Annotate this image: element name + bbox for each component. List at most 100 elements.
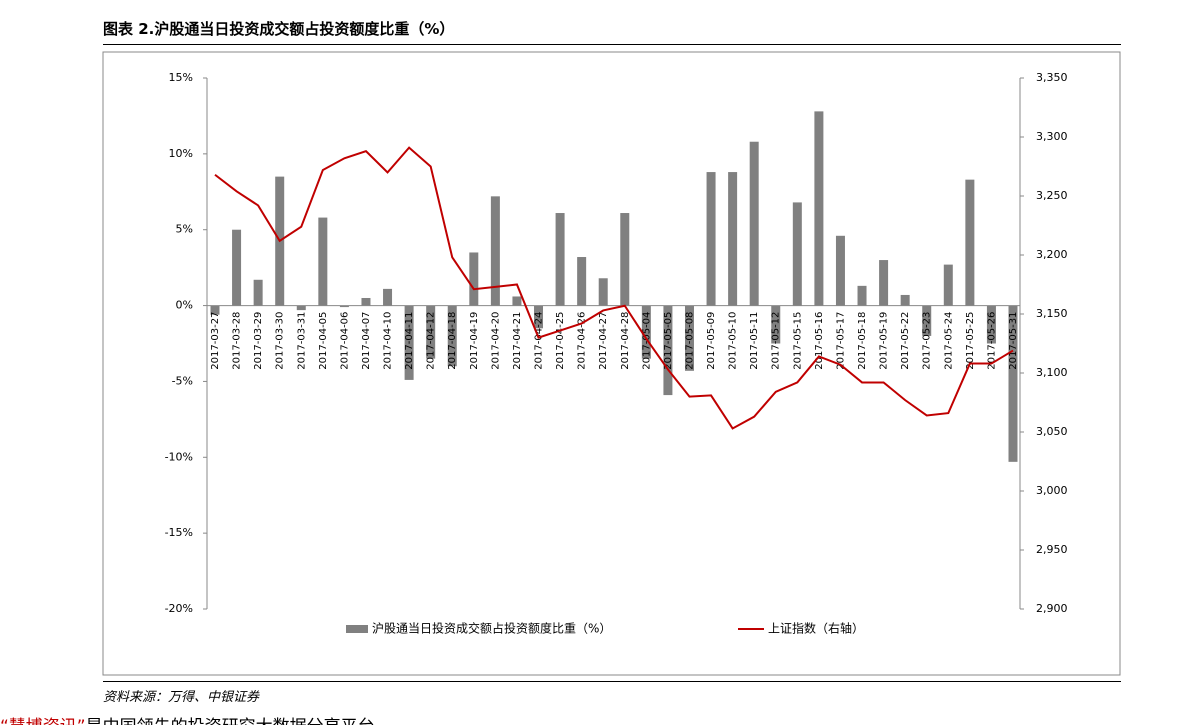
- bar: [641, 305, 651, 359]
- bar: [986, 305, 996, 344]
- y-tick-label: -10%: [165, 450, 193, 463]
- bar: [814, 111, 824, 306]
- x-tick-label: 2017-03-28: [232, 312, 243, 370]
- bar: [210, 305, 220, 315]
- bar: [728, 172, 738, 306]
- x-tick-label: 2017-05-18: [857, 312, 868, 370]
- chart-frame: [102, 51, 1121, 676]
- x-tick-label: 2017-03-31: [296, 312, 307, 370]
- bar: [469, 252, 479, 306]
- bar: [361, 297, 371, 306]
- bar: [490, 196, 500, 306]
- bar: [577, 257, 587, 306]
- bar: [922, 305, 932, 336]
- y2-tick-label: 3,150: [1036, 307, 1068, 320]
- bar: [620, 213, 630, 306]
- bar: [663, 305, 673, 396]
- x-tick-label: 2017-04-26: [577, 312, 588, 370]
- line: [214, 146, 1014, 430]
- x-tick-label: 2017-05-25: [965, 312, 976, 370]
- y-tick-label: 0%: [176, 299, 193, 312]
- y-tick-label: 10%: [169, 147, 193, 160]
- bar: [857, 285, 867, 306]
- bar: [943, 264, 953, 306]
- x-tick-label: 2017-05-12: [771, 312, 782, 370]
- bar: [512, 296, 522, 306]
- x-tick-label: 2017-04-06: [339, 312, 350, 370]
- legend-label: 上证指数（右轴）: [768, 621, 864, 636]
- legend-label: 沪股通当日投资成交额占投资额度比重（%）: [372, 621, 611, 636]
- bar: [792, 202, 802, 306]
- x-tick-label: 2017-04-24: [534, 312, 545, 370]
- x-tick-label: 2017-05-10: [728, 312, 739, 370]
- y2-tick-label: 2,900: [1036, 602, 1068, 615]
- bar: [534, 305, 544, 329]
- x-tick-label: 2017-05-17: [835, 312, 846, 370]
- brand: “慧博资讯”: [0, 717, 86, 725]
- note-text: 是中国领先的投资研究大数据分享平台: [86, 717, 375, 725]
- x-tick-label: 2017-05-26: [986, 312, 997, 370]
- x-tick-label: 2017-05-08: [684, 312, 695, 370]
- y2-tick-label: 3,300: [1036, 130, 1068, 143]
- bar: [965, 179, 975, 306]
- y-tick-label: -5%: [172, 374, 193, 387]
- rule: [103, 44, 1121, 45]
- source: 资料来源：万得、中银证券: [103, 690, 260, 705]
- y2-tick-label: 3,050: [1036, 425, 1068, 438]
- bar: [318, 217, 328, 306]
- x-tick-label: 2017-04-20: [490, 312, 501, 370]
- x-tick-label: 2017-03-29: [253, 312, 264, 370]
- x-tick-label: 2017-04-07: [361, 312, 372, 370]
- x-tick-label: 2017-05-23: [922, 312, 933, 370]
- bar: [555, 213, 565, 306]
- y-tick-label: 5%: [176, 223, 193, 236]
- x-tick-label: 2017-05-22: [900, 312, 911, 370]
- bar: [383, 288, 393, 306]
- bar: [296, 305, 306, 311]
- x-tick-label: 2017-05-31: [1008, 312, 1019, 370]
- y2-tick-label: 3,200: [1036, 248, 1068, 261]
- x-tick-label: 2017-04-10: [383, 312, 394, 370]
- x-tick-label: 2017-05-09: [706, 312, 717, 370]
- x-tick-label: 2017-05-19: [879, 312, 890, 370]
- bar: [404, 305, 414, 380]
- y2-tick-label: 3,350: [1036, 71, 1068, 84]
- rule: [103, 681, 1121, 682]
- x-tick-label: 2017-05-24: [943, 312, 954, 370]
- bar: [835, 235, 845, 306]
- y2-tick-label: 3,000: [1036, 484, 1068, 497]
- x-tick-label: 2017-05-16: [814, 312, 825, 370]
- x-tick-label: 2017-04-28: [620, 312, 631, 370]
- bar: [447, 305, 457, 367]
- y-tick-label: -20%: [165, 602, 193, 615]
- legend-swatch: [346, 625, 368, 633]
- y-tick-label: -15%: [165, 526, 193, 539]
- x-tick-label: 2017-04-11: [404, 312, 415, 370]
- bar: [232, 229, 242, 306]
- bar: [706, 172, 716, 306]
- x-tick-label: 2017-04-21: [512, 312, 523, 370]
- x-tick-label: 2017-05-15: [792, 312, 803, 370]
- bar: [253, 279, 263, 306]
- bar: [684, 305, 694, 371]
- x-tick-label: 2017-03-27: [210, 312, 221, 370]
- x-tick-label: 2017-04-18: [447, 312, 458, 370]
- x-tick-label: 2017-05-05: [663, 312, 674, 370]
- note: “慧博资讯”是中国领先的投资研究大数据分享平台: [0, 712, 375, 725]
- y-tick-label: 15%: [169, 71, 193, 84]
- bar: [900, 294, 910, 306]
- bar: [771, 305, 781, 344]
- bar: [1008, 305, 1018, 462]
- x-tick-label: 2017-04-12: [426, 312, 437, 370]
- bar: [879, 260, 889, 306]
- bar: [749, 141, 759, 306]
- figure-title: 图表 2.沪股通当日投资成交额占投资额度比重（%）: [103, 20, 455, 38]
- y2-tick-label: 3,250: [1036, 189, 1068, 202]
- x-tick-label: 2017-04-25: [555, 312, 566, 370]
- x-tick-label: 2017-04-05: [318, 312, 329, 370]
- bar: [339, 305, 349, 308]
- x-tick-label: 2017-04-27: [598, 312, 609, 370]
- x-tick-label: 2017-05-11: [749, 312, 760, 370]
